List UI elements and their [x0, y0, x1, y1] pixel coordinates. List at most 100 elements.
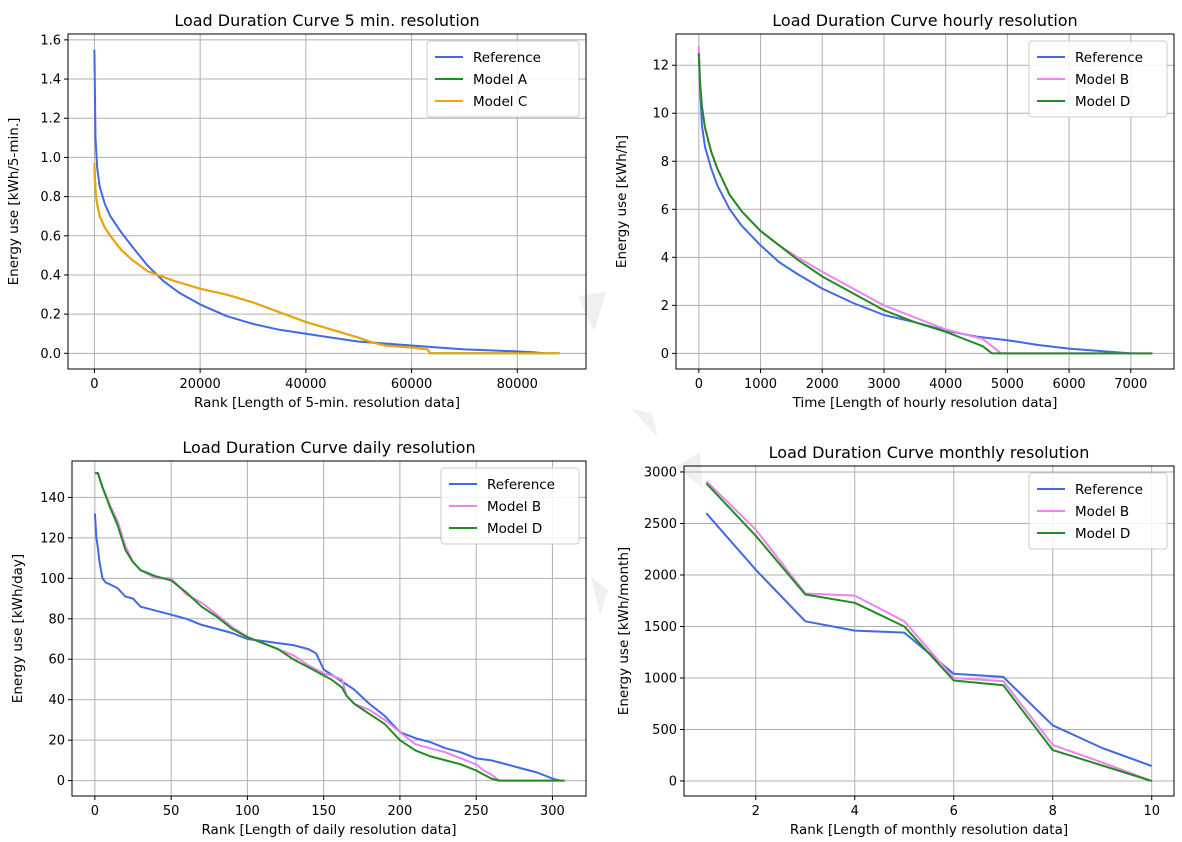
x-tick-label: 80000 [497, 377, 538, 392]
y-tick-label: 2 [661, 299, 669, 314]
series-line-model-d [705, 482, 1152, 782]
series-line-reference [93, 513, 561, 782]
plot-area [93, 49, 560, 355]
y-tick-label: 0.6 [40, 229, 61, 244]
watermark-shape-3 [591, 577, 608, 615]
axes-frame [71, 460, 587, 797]
x-tick-label: 300 [540, 804, 565, 819]
x-tick-label: 8 [1049, 804, 1057, 819]
y-tick-label: 1.2 [40, 112, 61, 127]
x-tick-label: 3000 [867, 377, 900, 392]
x-tick-label: 50 [163, 804, 180, 819]
y-tick-label: 0.0 [40, 347, 61, 362]
x-tick-label: 7000 [1114, 377, 1147, 392]
x-axis-label: Rank [Length of daily resolution data] [201, 822, 456, 838]
chart-title: Load Duration Curve hourly resolution [772, 11, 1077, 30]
x-tick-label: 2 [752, 804, 760, 819]
plot-area [93, 472, 565, 782]
y-tick-label: 12 [652, 59, 669, 74]
plot-area [697, 45, 1153, 355]
y-tick-label: 0.4 [40, 268, 61, 283]
x-tick-label: 0 [90, 377, 98, 392]
y-tick-label: 2000 [644, 568, 677, 583]
series-line-model-c [93, 163, 560, 355]
series-line-reference [93, 49, 544, 355]
legend [426, 40, 580, 118]
x-tick-label: 250 [464, 804, 489, 819]
x-tick-label: 40000 [285, 377, 326, 392]
y-tick-label: 40 [48, 693, 65, 708]
y-tick-label: 80 [48, 612, 65, 627]
x-tick-label: 150 [311, 804, 336, 819]
legend-label: Model B [1075, 72, 1129, 88]
x-tick-label: 0 [695, 377, 703, 392]
series-line-model-d [697, 53, 1153, 355]
y-tick-label: 120 [40, 531, 65, 546]
x-axis-label: Time [Length of hourly resolution data] [792, 395, 1058, 411]
x-tick-label: 60000 [391, 377, 432, 392]
watermark-shape-1 [578, 292, 606, 332]
y-tick-label: 500 [652, 723, 677, 738]
y-tick-label: 60 [48, 653, 65, 668]
y-tick-label: 1000 [644, 671, 677, 686]
x-tick-label: 6 [950, 804, 958, 819]
y-axis-label: Energy use [kWh/day] [10, 554, 26, 703]
legend [1028, 40, 1168, 118]
x-tick-label: 6000 [1053, 377, 1086, 392]
y-tick-label: 0 [669, 774, 677, 789]
y-tick-label: 1.4 [40, 73, 61, 88]
series-line-model-d [94, 472, 565, 782]
axes-frame [67, 33, 587, 370]
y-tick-label: 1.6 [40, 33, 61, 48]
legend-label: Model D [1075, 94, 1130, 110]
legend-label: Model D [487, 521, 542, 537]
series-line-model-b [705, 480, 1153, 782]
x-tick-label: 5000 [991, 377, 1024, 392]
legend [1028, 472, 1168, 550]
y-tick-label: 20 [48, 734, 65, 749]
x-tick-label: 2000 [806, 377, 839, 392]
legend-label: Model D [1075, 526, 1130, 542]
legend-label: Reference [473, 50, 541, 66]
chart-title: Load Duration Curve monthly resolution [769, 443, 1090, 462]
chart-title: Load Duration Curve 5 min. resolution [174, 11, 479, 30]
y-tick-label: 0 [57, 774, 65, 789]
y-tick-label: 2500 [644, 517, 677, 532]
y-axis-label: Energy use [kWh/month] [616, 547, 632, 715]
x-tick-label: 4 [851, 804, 859, 819]
legend-label: Reference [487, 477, 555, 493]
y-tick-label: 6 [661, 203, 669, 218]
y-tick-label: 8 [661, 155, 669, 170]
x-axis-label: Rank [Length of 5-min. resolution data] [194, 395, 460, 411]
y-tick-label: 10 [652, 107, 669, 122]
legend-label: Reference [1075, 482, 1143, 498]
legend-label: Reference [1075, 50, 1143, 66]
y-tick-label: 0.8 [40, 190, 61, 205]
x-tick-label: 0 [91, 804, 99, 819]
y-axis-label: Energy use [kWh/5-min.] [6, 118, 22, 286]
series-line-reference [697, 53, 1131, 355]
y-tick-label: 1500 [644, 620, 677, 635]
axes-frame [683, 465, 1175, 797]
y-tick-label: 0 [661, 347, 669, 362]
axes-frame [675, 33, 1175, 370]
watermark-shape-4 [676, 452, 703, 488]
plot-area [705, 480, 1153, 782]
x-tick-label: 10 [1143, 804, 1160, 819]
legend-label: Model C [473, 94, 527, 110]
legend-label: Model A [473, 72, 528, 88]
x-tick-label: 4000 [929, 377, 962, 392]
x-axis-label: Rank [Length of monthly resolution data] [790, 822, 1068, 838]
legend-label: Model B [487, 499, 541, 515]
chart-title: Load Duration Curve daily resolution [182, 438, 475, 457]
y-tick-label: 1.0 [40, 151, 61, 166]
y-tick-label: 4 [661, 251, 669, 266]
y-axis-label: Energy use [kWh/h] [614, 135, 630, 268]
y-tick-label: 3000 [644, 465, 677, 480]
watermark-shape-2 [632, 409, 658, 438]
